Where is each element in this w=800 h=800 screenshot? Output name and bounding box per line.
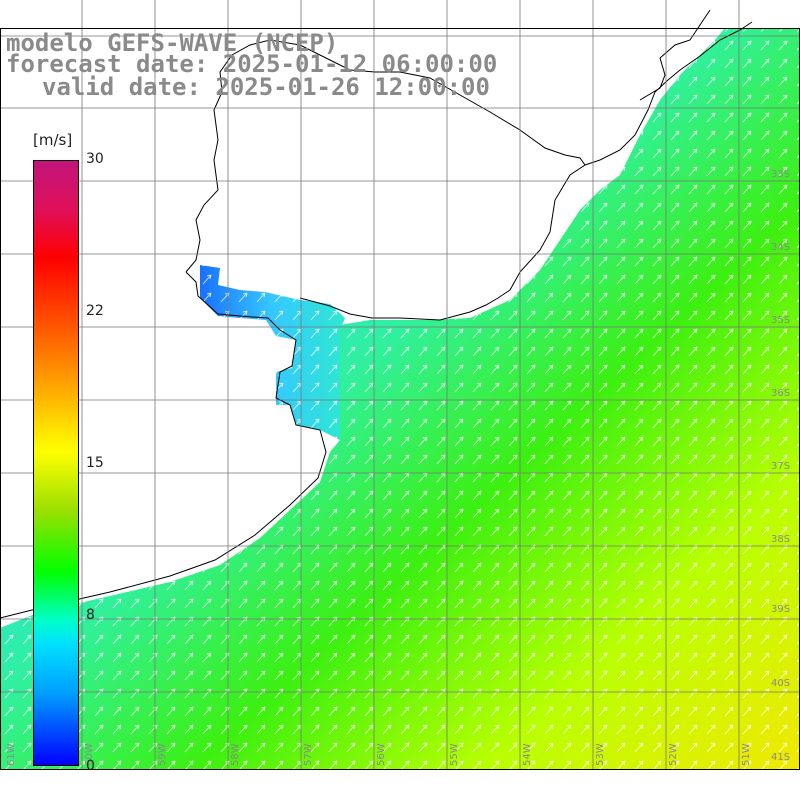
- coast-south-america: [0, 271, 327, 619]
- lon-labels: 61W 60W 59W 58W 57W 56W 55W 54W 53W 52W …: [6, 743, 752, 766]
- lat-label: 38S: [771, 534, 790, 545]
- lat-label: 34S: [771, 242, 790, 253]
- lat-label: 35S: [771, 315, 790, 326]
- lon-label: 61W: [6, 743, 17, 766]
- lat-label: 37S: [771, 461, 790, 472]
- lon-label: 60W: [84, 743, 95, 766]
- lat-label: 41S: [771, 752, 790, 763]
- lon-label: 52W: [668, 743, 679, 766]
- colorbar-tick: 0: [86, 758, 95, 774]
- lon-label: 55W: [449, 743, 460, 766]
- lon-label: 54W: [522, 743, 533, 766]
- model-title: modelo GEFS-WAVE (NCEP): [6, 29, 339, 57]
- lat-label: 40S: [771, 678, 790, 689]
- forecast-date: forecast date: 2025-01-12 06:00:00: [6, 50, 498, 78]
- coast-brazil: [584, 21, 753, 166]
- lon-label: 57W: [303, 743, 314, 766]
- lat-label: 33S: [771, 169, 790, 180]
- colorbar-unit: [m/s]: [33, 131, 73, 149]
- lat-labels: 33S 34S 35S 36S 37S 38S 39S 40S 41S: [771, 169, 790, 763]
- lon-label: 51W: [741, 743, 752, 766]
- lon-label: 53W: [595, 743, 606, 766]
- coast-uruguay: [185, 39, 586, 321]
- lat-label: 36S: [771, 388, 790, 399]
- colorbar-tick: 8: [86, 607, 95, 623]
- colorbar-tick: 30: [86, 151, 104, 167]
- arrow-overlay: [0, 28, 800, 770]
- lagoon-coast: [639, 9, 711, 101]
- lon-label: 59W: [157, 743, 168, 766]
- sea-field: [0, 28, 800, 770]
- colorbar-tick: 15: [86, 455, 104, 471]
- lat-label: 39S: [771, 604, 790, 615]
- lon-label: 58W: [230, 743, 241, 766]
- valid-date: valid date: 2025-01-26 12:00:00: [42, 73, 490, 101]
- lon-label: 56W: [376, 743, 387, 766]
- colorbar-tick: 22: [86, 303, 104, 319]
- colorbar: [33, 160, 79, 766]
- coastline: [0, 9, 753, 619]
- graticule: [0, 0, 800, 770]
